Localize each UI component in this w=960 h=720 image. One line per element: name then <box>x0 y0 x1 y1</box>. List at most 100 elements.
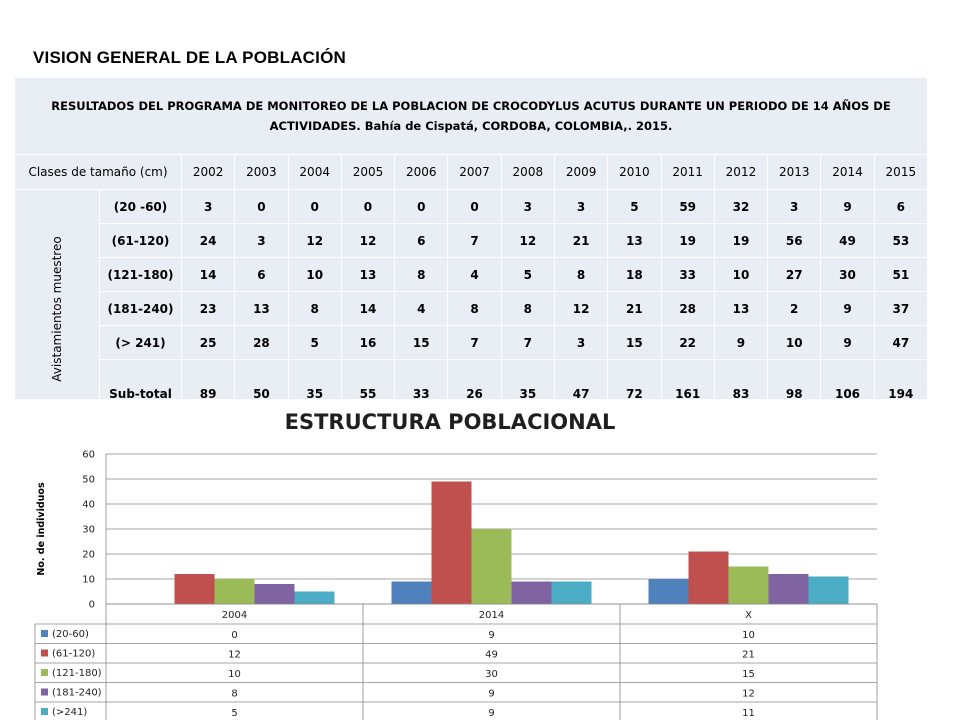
table-cell: 0 <box>234 189 289 224</box>
y-tick-label: 30 <box>82 525 95 536</box>
bar <box>551 581 592 604</box>
bar <box>648 579 689 604</box>
table-cell: 24 <box>180 223 236 258</box>
year-header: 2012 <box>713 154 769 190</box>
table-row: (121-180) 14 6 10 13 8 4 5 8 18 33 10 27 30 51 <box>15 257 929 292</box>
table-cell: 13 <box>713 291 769 326</box>
y-tick-label: 20 <box>82 550 95 561</box>
table-cell: 4 <box>394 291 449 326</box>
data-table-value: 49 <box>485 650 498 661</box>
row-label: (121-180) <box>99 257 182 292</box>
table-cell: 3 <box>767 189 822 224</box>
table-cell: 47 <box>553 359 609 428</box>
row-label: (181-240) <box>99 291 182 326</box>
data-table-value: 5 <box>231 708 237 719</box>
x-category-label: 2004 <box>222 610 247 621</box>
year-header: 2006 <box>394 154 449 190</box>
table-cell: 35 <box>287 359 342 428</box>
table-cell: 89 <box>180 359 236 428</box>
year-header: 2011 <box>660 154 715 190</box>
table-cell: 2 <box>767 291 822 326</box>
table-caption: RESULTADOS DEL PROGRAMA DE MONITOREO DE … <box>14 77 928 155</box>
y-tick-label: 40 <box>82 500 95 511</box>
table-cell: 8 <box>287 291 342 326</box>
year-header: 2007 <box>447 154 502 190</box>
table-cell: 0 <box>394 189 449 224</box>
table-cell: 47 <box>873 325 929 360</box>
table-cell: 4 <box>447 257 502 292</box>
table-cell: 53 <box>873 223 929 258</box>
bar <box>471 529 512 604</box>
table-cell: 21 <box>607 291 662 326</box>
table-cell: 83 <box>713 359 769 428</box>
table-cell: 0 <box>287 189 342 224</box>
year-header: 2009 <box>553 154 609 190</box>
table-cell: 3 <box>553 325 609 360</box>
bar <box>728 566 769 604</box>
bar <box>808 576 849 604</box>
table-cell: 15 <box>394 325 449 360</box>
page-title: VISION GENERAL DE LA POBLACIÓN <box>33 48 346 67</box>
table-cell: 19 <box>713 223 769 258</box>
data-table-value: 21 <box>742 650 755 661</box>
data-table-value: 9 <box>488 630 494 641</box>
data-table-value: 9 <box>488 708 494 719</box>
table-cell: 37 <box>873 291 929 326</box>
legend-swatch <box>41 630 48 637</box>
table-cell: 8 <box>553 257 609 292</box>
table-cell: 10 <box>713 257 769 292</box>
x-category-label: 2014 <box>479 610 504 621</box>
group-label-cell: Avistamientos muestreo <box>14 189 100 428</box>
table-cell: 9 <box>713 325 769 360</box>
year-header: 2015 <box>873 154 929 190</box>
legend-swatch <box>41 649 48 657</box>
table-row: (181-240) 23 13 8 14 4 8 8 12 21 28 13 2 9 37 <box>15 291 929 326</box>
table-cell: 19 <box>660 223 715 258</box>
bar <box>391 581 432 604</box>
bar <box>688 551 729 604</box>
legend-swatch <box>41 669 48 676</box>
table-cell: 5 <box>500 257 555 292</box>
table-cell: 194 <box>873 359 929 428</box>
data-table-value: 12 <box>228 650 241 661</box>
table-cell: 23 <box>180 291 236 326</box>
table-cell: 12 <box>500 223 555 258</box>
table-cell: 15 <box>607 325 662 360</box>
table-cell: 27 <box>767 257 822 292</box>
class-header: Clases de tamaño (cm) <box>14 154 182 190</box>
table-cell: 0 <box>340 189 396 224</box>
legend-swatch <box>41 708 48 715</box>
table-cell: 3 <box>234 223 289 258</box>
data-table-value: 15 <box>742 669 755 680</box>
data-table-value: 12 <box>742 689 755 700</box>
table-cell: 5 <box>607 189 662 224</box>
table-cell: 8 <box>500 291 555 326</box>
table-cell: 30 <box>820 257 875 292</box>
table-row: (61-120) 24 3 12 12 6 7 12 21 13 19 19 56 49 53 <box>15 223 929 258</box>
table-cell: 32 <box>713 189 769 224</box>
data-table-value: 11 <box>742 708 755 719</box>
table-cell: 51 <box>873 257 929 292</box>
legend-series-name: (>241) <box>52 707 87 718</box>
table-cell: 13 <box>234 291 289 326</box>
legend-swatch <box>41 688 48 696</box>
table-cell: 9 <box>820 291 875 326</box>
table-cell: 8 <box>447 291 502 326</box>
table-cell: 9 <box>820 325 875 360</box>
table-cell: 72 <box>607 359 662 428</box>
data-table-value: 8 <box>231 689 237 700</box>
year-header: 2002 <box>180 154 236 190</box>
group-label: Avistamientos muestreo <box>50 235 64 382</box>
legend-series-name: (20-60) <box>52 629 89 640</box>
bar <box>431 481 472 604</box>
year-header: 2014 <box>820 154 875 190</box>
legend-series-name: (61-120) <box>52 649 95 660</box>
table-cell: 14 <box>180 257 236 292</box>
data-table-value: 10 <box>228 669 241 680</box>
bar <box>174 574 215 604</box>
table-cell: 9 <box>820 189 875 224</box>
table-cell: 12 <box>340 223 396 258</box>
y-tick-label: 10 <box>82 575 95 586</box>
table-cell: 12 <box>553 291 609 326</box>
